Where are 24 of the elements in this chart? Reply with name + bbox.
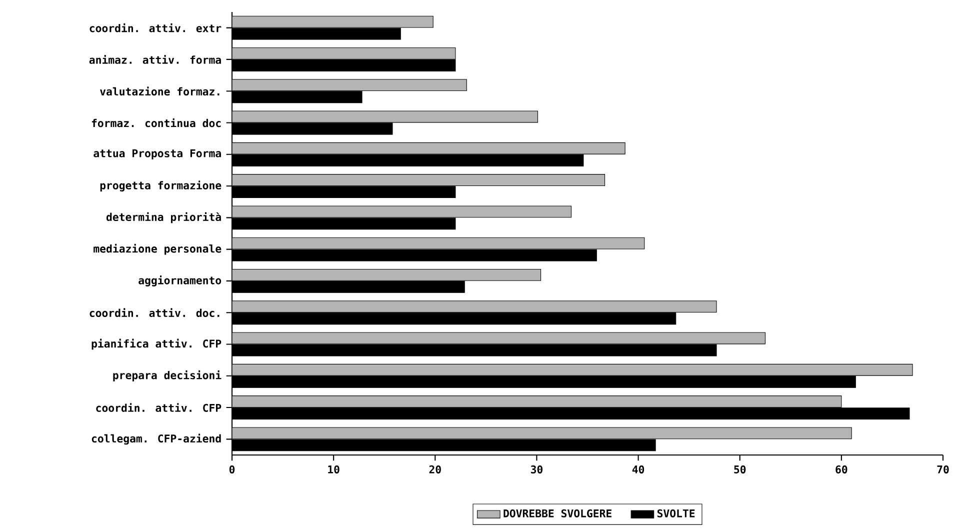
y-tick-label: determina priorità: [106, 212, 221, 224]
y-tick-label: prepara decisioni: [113, 370, 222, 382]
y-tick-label: valutazione formaz.: [100, 86, 220, 96]
y-tick-label: coordin. attiv. extr: [90, 23, 222, 32]
x-tick-label: 40: [632, 465, 644, 474]
y-tick-label: collegam. CFP-aziend: [92, 434, 221, 445]
y-tick-label: attua Proposta Forma: [94, 149, 221, 160]
y-tick-label: coordin. attiv. CFP: [96, 403, 222, 412]
x-tick-label: 0: [229, 465, 235, 474]
x-tick-label: 30: [530, 465, 542, 474]
x-tick-label: 20: [429, 465, 441, 474]
y-tick-label: formaz. continua doc: [92, 118, 221, 128]
x-tick-label: 70: [937, 465, 949, 474]
y-tick-label: animaz. attiv. forma: [89, 55, 221, 64]
y-tick-label: coordin. attiv. doc.: [90, 308, 220, 318]
y-tick-label: aggiornamento: [138, 276, 222, 286]
x-tick-label: 50: [734, 465, 746, 474]
legend-label: DOVREBBE SVOLGERE: [504, 509, 612, 518]
y-tick-label: pianifica attiv. CFP: [92, 338, 222, 350]
legend-label: SVOLTE: [657, 509, 695, 518]
y-tick-label: progetta formazione: [100, 180, 222, 192]
x-tick-label: 10: [328, 465, 340, 474]
x-tick-label: 60: [836, 465, 848, 474]
y-tick-label: mediazione personale: [94, 244, 222, 255]
